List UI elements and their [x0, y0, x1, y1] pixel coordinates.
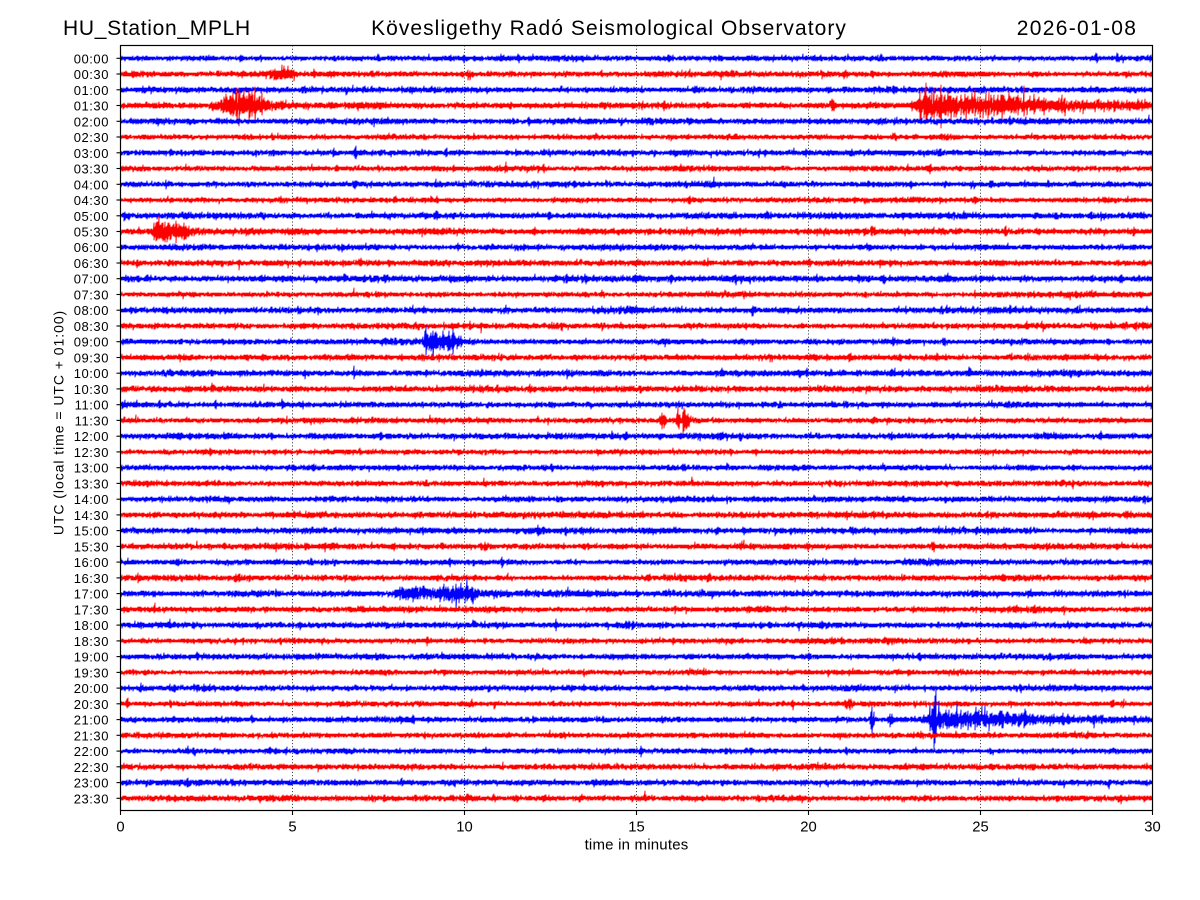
svg-text:07:30: 07:30: [74, 288, 109, 303]
svg-text:10:00: 10:00: [74, 366, 109, 381]
svg-text:2026-01-08: 2026-01-08: [1017, 17, 1137, 40]
svg-text:22:00: 22:00: [74, 744, 109, 759]
svg-text:21:30: 21:30: [74, 728, 109, 743]
svg-text:03:00: 03:00: [74, 146, 109, 161]
svg-text:07:00: 07:00: [74, 272, 109, 287]
svg-text:00:30: 00:30: [74, 67, 109, 82]
svg-text:02:30: 02:30: [74, 130, 109, 145]
svg-text:11:00: 11:00: [75, 398, 109, 413]
svg-text:23:30: 23:30: [74, 791, 109, 806]
svg-text:15:00: 15:00: [74, 524, 109, 539]
svg-text:20:00: 20:00: [74, 681, 109, 696]
svg-text:10: 10: [456, 820, 472, 836]
svg-text:16:00: 16:00: [74, 555, 109, 570]
svg-text:30: 30: [1144, 820, 1160, 836]
svg-text:21:00: 21:00: [74, 713, 109, 728]
svg-text:08:00: 08:00: [74, 303, 109, 318]
svg-text:10:30: 10:30: [74, 382, 109, 397]
svg-text:04:00: 04:00: [74, 177, 109, 192]
svg-text:09:30: 09:30: [74, 351, 109, 366]
svg-text:02:00: 02:00: [74, 114, 109, 129]
svg-text:13:30: 13:30: [74, 476, 109, 491]
svg-text:time in minutes: time in minutes: [585, 837, 689, 854]
svg-text:19:30: 19:30: [74, 665, 109, 680]
svg-text:5: 5: [288, 820, 296, 836]
svg-text:06:00: 06:00: [74, 240, 109, 255]
svg-text:00:00: 00:00: [74, 51, 109, 66]
svg-text:Kövesligethy Radó Seismologica: Kövesligethy Radó Seismological Observat…: [371, 17, 847, 40]
svg-text:16:30: 16:30: [74, 571, 109, 586]
svg-text:12:30: 12:30: [74, 445, 109, 460]
svg-text:17:00: 17:00: [74, 587, 109, 602]
svg-text:19:00: 19:00: [74, 650, 109, 665]
svg-text:0: 0: [116, 820, 124, 836]
svg-text:13:00: 13:00: [74, 461, 109, 476]
svg-text:05:30: 05:30: [74, 225, 109, 240]
svg-text:18:00: 18:00: [74, 618, 109, 633]
svg-text:08:30: 08:30: [74, 319, 109, 334]
svg-text:03:30: 03:30: [74, 162, 109, 177]
svg-text:09:00: 09:00: [74, 335, 109, 350]
svg-text:01:30: 01:30: [74, 99, 109, 114]
svg-text:11:30: 11:30: [75, 413, 109, 428]
svg-text:01:00: 01:00: [74, 83, 109, 98]
svg-text:22:30: 22:30: [74, 760, 109, 775]
svg-text:14:30: 14:30: [74, 508, 109, 523]
svg-text:25: 25: [972, 820, 988, 836]
svg-text:20:30: 20:30: [74, 697, 109, 712]
svg-text:15:30: 15:30: [74, 539, 109, 554]
svg-text:17:30: 17:30: [74, 602, 109, 617]
svg-text:HU_Station_MPLH: HU_Station_MPLH: [63, 17, 251, 40]
svg-text:06:30: 06:30: [74, 256, 109, 271]
svg-text:20: 20: [800, 820, 816, 836]
svg-text:04:30: 04:30: [74, 193, 109, 208]
svg-text:05:00: 05:00: [74, 209, 109, 224]
svg-text:23:00: 23:00: [74, 776, 109, 791]
svg-text:UTC (local time = UTC + 01:00): UTC (local time = UTC + 01:00): [51, 310, 67, 535]
svg-text:14:00: 14:00: [74, 492, 109, 507]
svg-text:18:30: 18:30: [74, 634, 109, 649]
svg-text:15: 15: [628, 820, 644, 836]
svg-text:12:00: 12:00: [74, 429, 109, 444]
